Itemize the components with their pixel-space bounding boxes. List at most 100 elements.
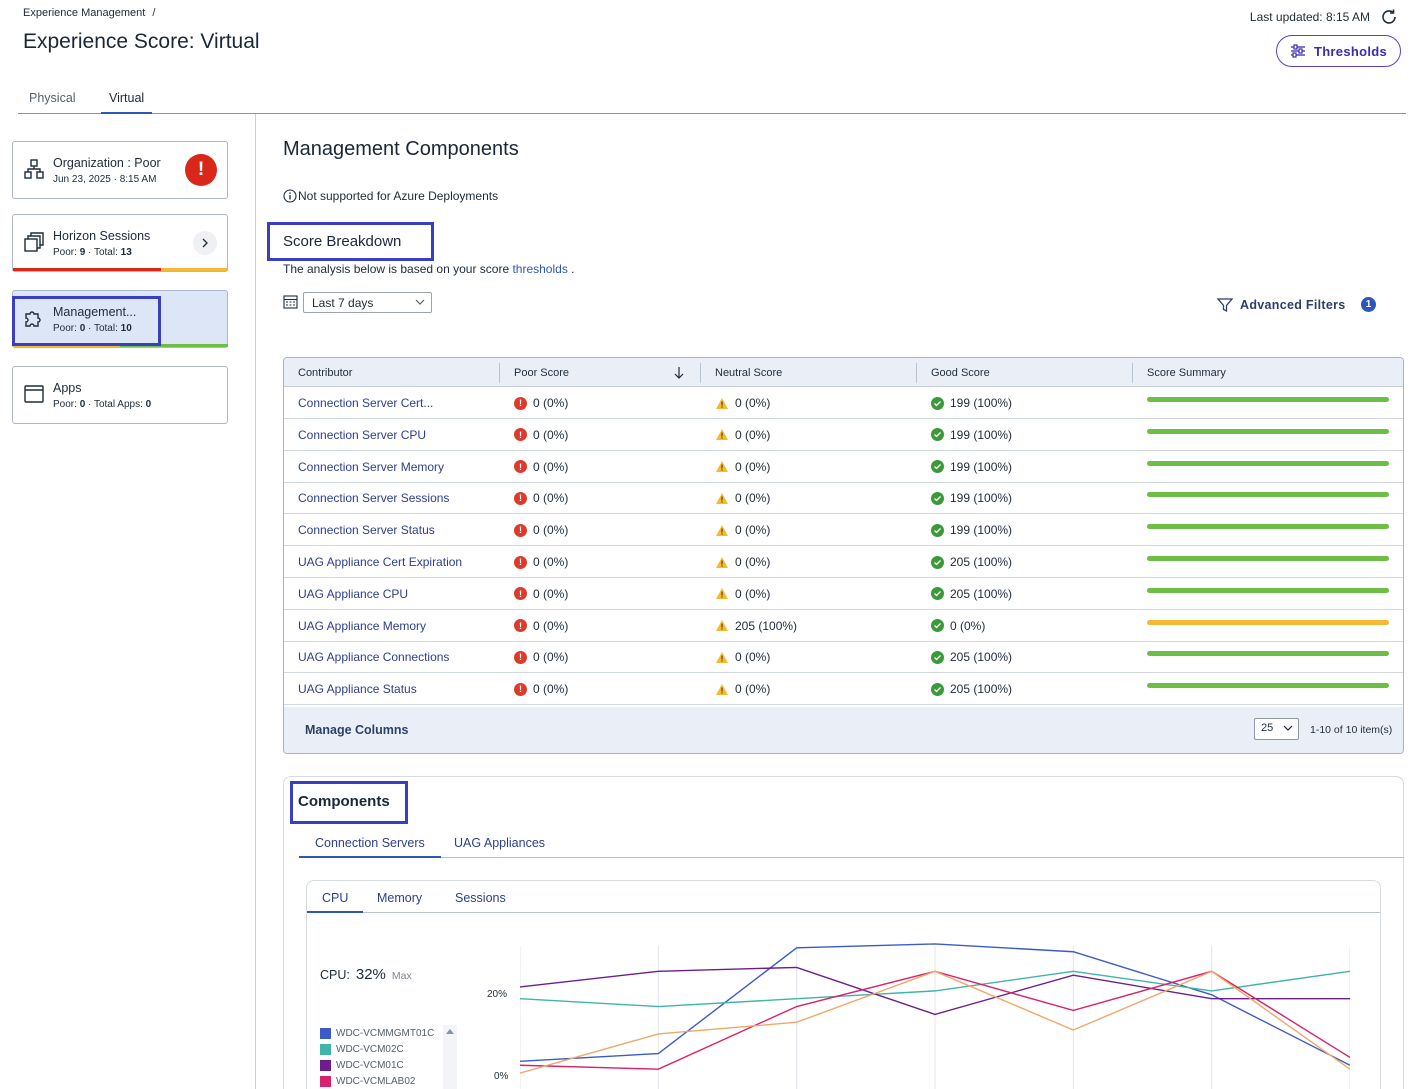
column-header-score-summary[interactable]: Score Summary [1147, 367, 1226, 379]
chevron-right-icon[interactable] [193, 231, 217, 255]
good-score-cell: 205 (100%) [931, 587, 1012, 601]
poor-score-cell: ! 0 (0%) [514, 650, 568, 664]
breadcrumb-link[interactable]: Experience Management [23, 7, 146, 19]
check-circle-icon [931, 682, 944, 696]
poor-score-cell: ! 0 (0%) [514, 587, 568, 601]
sidebar-card-organization[interactable]: Organization : Poor Jun 23, 2025 · 8:15 … [12, 141, 228, 199]
score-breakdown-table: Contributor Poor Score Neutral Score Goo… [283, 357, 1404, 754]
legend-scrollbar[interactable] [443, 1025, 457, 1089]
contributor-link[interactable]: Connection Server Memory [298, 459, 445, 474]
score-summary-bar [1147, 428, 1389, 434]
contributor-link[interactable]: Connection Server CPU [298, 427, 427, 442]
tab-virtual[interactable]: Virtual [101, 91, 153, 114]
table-row[interactable]: UAG Appliance Cert Expiration ! 0 (0%) 0 (0… [284, 546, 1403, 578]
card-subtitle: Poor: 9 · Total: 13 [53, 247, 132, 258]
table-row[interactable]: Connection Server Memory ! 0 (0%) 0 (0%) 199… [284, 451, 1403, 483]
cpu-max-readout: CPU: 32% Max [320, 966, 412, 983]
thresholds-link[interactable]: thresholds [512, 262, 568, 276]
cpu-line-chart [520, 943, 1350, 1089]
neutral-score-cell: 0 (0%) [715, 396, 770, 410]
tab-memory[interactable]: Memory [377, 891, 423, 905]
good-score-cell: 205 (100%) [931, 555, 1012, 569]
legend-swatch [320, 1043, 331, 1055]
tab-connection-servers[interactable]: Connection Servers [299, 836, 441, 858]
column-header-neutral-score[interactable]: Neutral Score [715, 367, 783, 379]
table-row[interactable]: UAG Appliance Memory ! 0 (0%) 205 (100%) 0 (… [284, 610, 1403, 642]
series-line[interactable] [520, 943, 1350, 1066]
date-range-select[interactable]: Last 7 days [303, 292, 432, 313]
legend-swatch [320, 1059, 331, 1071]
good-score-cell: 205 (100%) [931, 650, 1012, 664]
series-line[interactable] [520, 966, 1350, 1016]
table-row[interactable]: UAG Appliance Status ! 0 (0%) 0 (0%) 205 (10… [284, 673, 1403, 706]
refresh-icon[interactable] [1380, 8, 1398, 26]
poor-status-icon: ! [514, 428, 527, 442]
breadcrumb-separator: / [152, 7, 156, 19]
legend-swatch [320, 1075, 331, 1087]
warning-icon [716, 556, 728, 568]
legend-item[interactable]: WDC-VCMLAB02 [320, 1073, 434, 1089]
contributor-link[interactable]: Connection Server Status [298, 523, 435, 538]
contributor-link[interactable]: Connection Server Cert... [298, 396, 434, 410]
neutral-score-cell: 0 (0%) [715, 428, 770, 442]
series-line[interactable] [520, 970, 1350, 1074]
sidebar-card-apps[interactable]: Apps Poor: 0 · Total Apps: 0 [12, 366, 228, 424]
poor-score-cell: ! 0 (0%) [514, 460, 568, 474]
manage-columns-button[interactable]: Manage Columns [305, 723, 409, 737]
note-text: Not supported for Azure Deployments [298, 189, 499, 203]
tab-physical[interactable]: Physical [29, 91, 76, 105]
poor-score-cell: ! 0 (0%) [514, 682, 568, 696]
table-row[interactable]: UAG Appliance Connections ! 0 (0%) 0 (0%) 20… [284, 641, 1403, 674]
page-size-select[interactable]: 25 [1254, 718, 1299, 740]
chevron-down-icon [415, 299, 425, 305]
sidebar-card-horizon-sessions[interactable]: Horizon Sessions Poor: 9 · Total: 13 [12, 214, 228, 272]
column-header-poor-score[interactable]: Poor Score [514, 367, 570, 379]
series-line[interactable] [520, 970, 1350, 1008]
warning-icon [716, 524, 728, 536]
contributor-link[interactable]: UAG Appliance Cert Expiration [298, 555, 463, 569]
legend-item[interactable]: WDC-VCMMGMT01C [320, 1025, 434, 1041]
neutral-score-cell: 0 (0%) [715, 460, 770, 474]
thresholds-button[interactable]: Thresholds [1276, 35, 1401, 67]
card-title: Organization : Poor [53, 156, 161, 170]
view-tabs: Physical Virtual [18, 86, 1406, 114]
table-row[interactable]: Connection Server CPU ! 0 (0%) 0 (0%) 199 (1… [284, 419, 1403, 451]
sort-down-icon[interactable] [673, 366, 685, 380]
legend-item[interactable]: WDC-VCM01C [320, 1057, 434, 1073]
legend-label: WDC-VCMMGMT01C [336, 1027, 435, 1039]
good-share-bar [120, 344, 228, 347]
thresholds-label: Thresholds [1313, 43, 1388, 59]
tab-uag-appliances[interactable]: UAG Appliances [454, 836, 546, 850]
scroll-up-icon[interactable] [443, 1026, 457, 1036]
column-header-good-score[interactable]: Good Score [931, 367, 990, 379]
sidebar-card-management[interactable]: Management... Poor: 0 · Total: 10 [12, 290, 228, 348]
section-title: Management Components [283, 138, 519, 160]
puzzle-icon [25, 311, 41, 327]
table-row[interactable]: Connection Server Status ! 0 (0%) 0 (0%) 199… [284, 514, 1403, 547]
poor-status-icon: ! [514, 523, 527, 537]
column-header-contributor[interactable]: Contributor [298, 367, 353, 379]
component-tabs: Connection Servers UAG Appliances [299, 830, 1404, 858]
tab-sessions[interactable]: Sessions [455, 891, 506, 905]
good-score-cell: 0 (0%) [931, 619, 985, 633]
advanced-filters-button[interactable]: Advanced Filters [1217, 297, 1346, 313]
contributor-link[interactable]: Connection Server Sessions [298, 491, 450, 506]
contributor-link[interactable]: UAG Appliance CPU [298, 586, 409, 601]
table-row[interactable]: Connection Server Sessions ! 0 (0%) 0 (0%) 1… [284, 482, 1403, 515]
filter-icon [1217, 298, 1233, 313]
legend-item[interactable]: WDC-VCM02C [320, 1041, 434, 1057]
contributor-link[interactable]: UAG Appliance Status [298, 682, 417, 697]
highlight-box [12, 296, 161, 346]
warning-icon [716, 492, 728, 504]
contributor-link[interactable]: UAG Appliance Memory [298, 618, 427, 633]
score-summary-bar [1147, 397, 1389, 402]
poor-score-cell: ! 0 (0%) [514, 555, 568, 569]
tab-cpu[interactable]: CPU [307, 891, 364, 913]
good-score-cell: 199 (100%) [931, 460, 1012, 474]
table-row[interactable]: Connection Server Cert... ! 0 (0%) 0 (0%) 19… [284, 387, 1403, 419]
contributor-link[interactable]: UAG Appliance Connections [298, 650, 450, 665]
good-score-cell: 199 (100%) [931, 396, 1012, 410]
alert-icon: ! [185, 154, 217, 186]
poor-share-bar [13, 268, 161, 271]
table-row[interactable]: UAG Appliance CPU ! 0 (0%) 0 (0%) 205 (100%) [284, 578, 1403, 610]
